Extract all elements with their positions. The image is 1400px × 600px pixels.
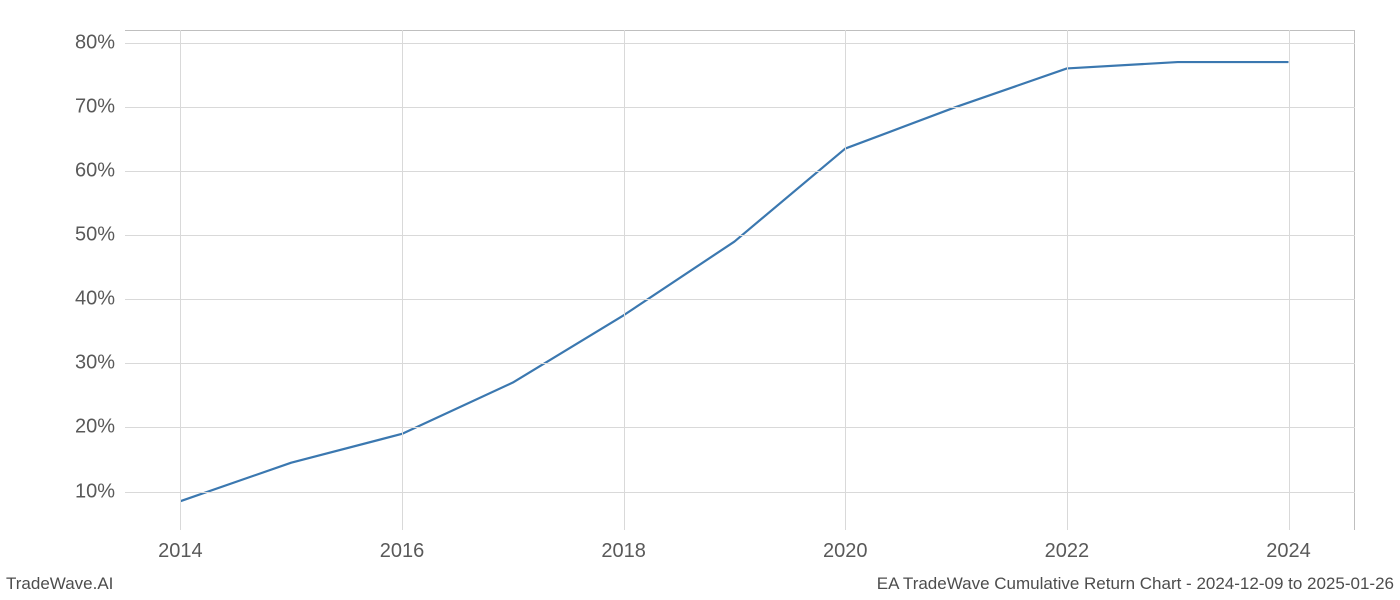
y-tick-label: 30% (75, 352, 115, 375)
footer-brand: TradeWave.AI (6, 574, 113, 594)
y-tick-label: 80% (75, 31, 115, 54)
grid-line-horizontal (125, 107, 1355, 108)
grid-line-vertical (624, 30, 625, 530)
grid-line-vertical (180, 30, 181, 530)
y-tick-label: 70% (75, 95, 115, 118)
x-tick-label: 2018 (601, 540, 646, 563)
y-tick-label: 60% (75, 160, 115, 183)
grid-line-vertical (1067, 30, 1068, 530)
y-tick-label: 50% (75, 224, 115, 247)
grid-line-horizontal (125, 235, 1355, 236)
y-tick-label: 10% (75, 480, 115, 503)
grid-line-horizontal (125, 171, 1355, 172)
grid-line-vertical (845, 30, 846, 530)
grid-line-horizontal (125, 363, 1355, 364)
grid-line-vertical (402, 30, 403, 530)
chart-plot-area (125, 30, 1355, 530)
grid-line-vertical (1289, 30, 1290, 530)
x-tick-label: 2014 (158, 540, 203, 563)
y-tick-label: 20% (75, 416, 115, 439)
grid-line-horizontal (125, 43, 1355, 44)
cumulative-return-line (180, 62, 1288, 501)
x-tick-label: 2022 (1045, 540, 1090, 563)
chart-svg (125, 30, 1355, 530)
footer-caption: EA TradeWave Cumulative Return Chart - 2… (877, 574, 1394, 594)
x-tick-label: 2020 (823, 540, 868, 563)
grid-line-horizontal (125, 492, 1355, 493)
x-tick-label: 2016 (380, 540, 425, 563)
grid-line-horizontal (125, 299, 1355, 300)
x-tick-label: 2024 (1266, 540, 1311, 563)
grid-line-horizontal (125, 427, 1355, 428)
y-tick-label: 40% (75, 288, 115, 311)
